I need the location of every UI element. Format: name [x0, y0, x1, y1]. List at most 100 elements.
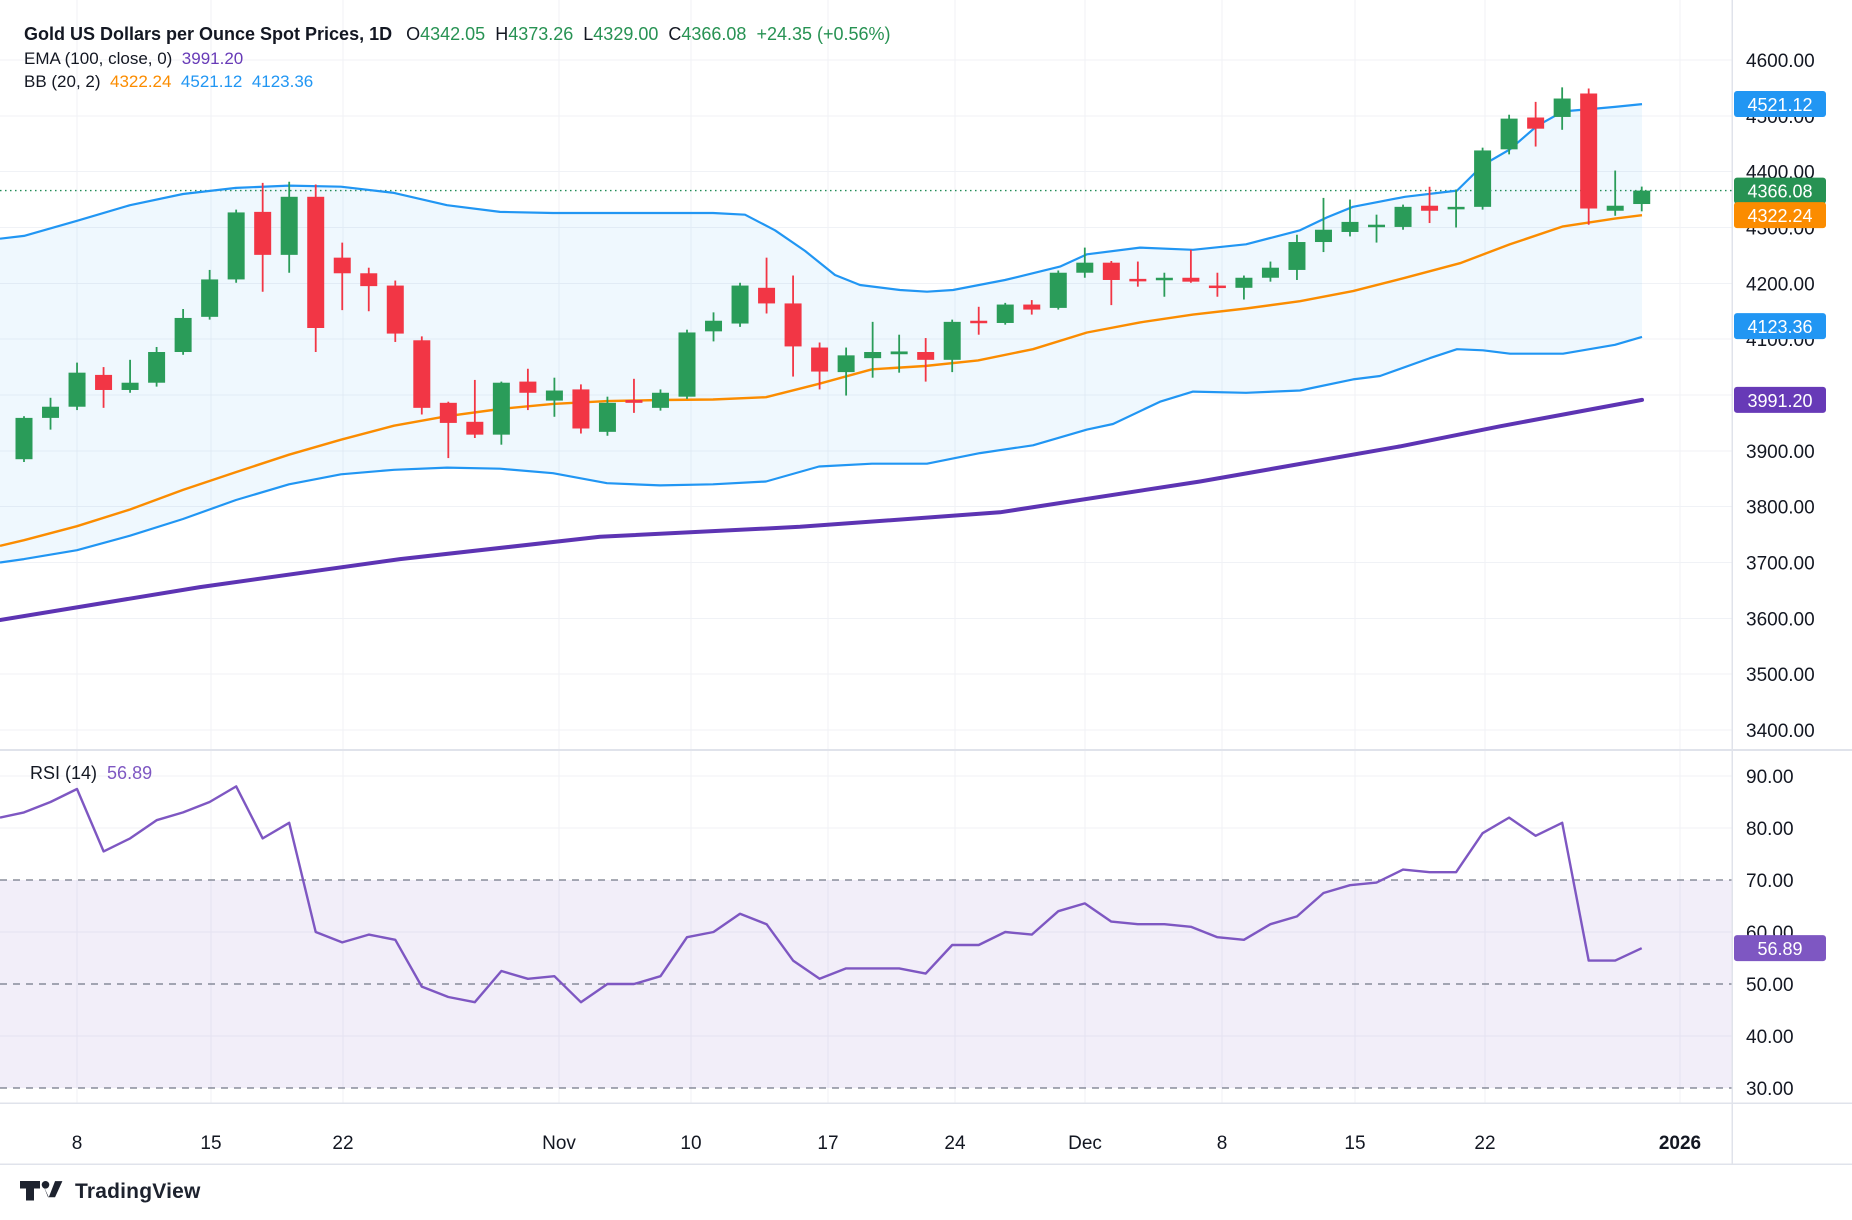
bb-label: BB (20, 2) — [24, 72, 101, 91]
candle-body — [121, 382, 139, 390]
candle-body — [466, 421, 484, 435]
candle — [1606, 170, 1624, 216]
candle — [705, 312, 723, 342]
candle — [598, 396, 616, 436]
candle-body — [758, 287, 776, 304]
rsi-tick-label: 30.00 — [1746, 1079, 1794, 1100]
candle-body — [386, 285, 404, 334]
candle-body — [1368, 224, 1386, 228]
badge-bg — [1734, 935, 1826, 962]
badge-text: 4123.36 — [1747, 317, 1812, 337]
axis-price-badge: 56.89 — [1734, 935, 1826, 962]
candle-body — [1341, 221, 1359, 232]
candle — [837, 347, 855, 396]
candle — [1261, 261, 1279, 282]
candle — [1368, 214, 1386, 243]
symbol-legend-row[interactable]: Gold US Dollars per Ounce Spot Prices, 1… — [24, 24, 891, 45]
candle — [1527, 101, 1545, 147]
candle-body — [731, 285, 749, 324]
candle — [466, 379, 484, 438]
price-tick-label: 3400.00 — [1746, 721, 1815, 742]
candle — [148, 346, 166, 387]
axis-price-badge: 4366.08 — [1734, 177, 1826, 204]
badge-text: 4322.24 — [1747, 206, 1812, 226]
candle — [1102, 261, 1120, 306]
time-label: 17 — [817, 1133, 838, 1154]
candle — [1129, 261, 1147, 287]
price-tick-label: 3500.00 — [1746, 665, 1815, 686]
candle — [201, 269, 219, 320]
candle — [1394, 204, 1412, 230]
candle — [492, 381, 510, 445]
price-change: +24.35 (+0.56%) — [756, 24, 891, 44]
candle-body — [1314, 229, 1332, 243]
candle — [811, 342, 829, 390]
rsi-tick-label: 70.00 — [1746, 871, 1794, 892]
candle — [572, 384, 590, 434]
candle-body — [1155, 277, 1173, 281]
candle — [758, 257, 776, 314]
candle-body — [42, 406, 60, 418]
candle-body — [333, 257, 351, 274]
candle-body — [1421, 205, 1439, 211]
candle-body — [1474, 150, 1492, 207]
price-pane[interactable] — [0, 87, 1732, 622]
time-label: 15 — [1344, 1133, 1365, 1154]
candle — [943, 319, 961, 373]
candle — [333, 242, 351, 311]
bb-lower-value: 4123.36 — [251, 72, 314, 91]
candle-body — [1288, 242, 1306, 270]
candle — [280, 181, 298, 273]
candle-body — [1261, 267, 1279, 278]
time-label: 22 — [332, 1133, 353, 1154]
bollinger-fill — [0, 104, 1642, 563]
badge-bg — [1734, 386, 1826, 413]
price-tick-label: 3800.00 — [1746, 498, 1815, 519]
ohlc-low: L4329.00 — [583, 24, 659, 44]
price-tick-label: 4200.00 — [1746, 274, 1815, 295]
time-label: 22 — [1474, 1133, 1495, 1154]
candle-body — [148, 352, 166, 383]
candle-body — [598, 402, 616, 432]
candle — [42, 397, 60, 430]
badge-bg — [1734, 91, 1826, 118]
candle-body — [1527, 117, 1545, 129]
time-label: 8 — [72, 1133, 83, 1154]
price-tick-label: 3700.00 — [1746, 554, 1815, 575]
bb-legend-row[interactable]: BB (20, 2) 4322.24 4521.12 4123.36 — [24, 72, 313, 92]
candle-body — [307, 196, 325, 328]
rsi-pane[interactable] — [0, 785, 1732, 1089]
candle — [784, 275, 802, 377]
candle-body — [227, 212, 245, 280]
candle-body — [254, 211, 272, 255]
candle-body — [625, 400, 643, 403]
axis-price-badge: 3991.20 — [1734, 386, 1826, 413]
time-label: 15 — [200, 1133, 221, 1154]
badge-text: 56.89 — [1757, 939, 1802, 959]
badge-bg — [1734, 202, 1826, 229]
tradingview-logo[interactable]: TradingView — [20, 1180, 201, 1204]
bb-upper-value: 4521.12 — [180, 72, 243, 91]
candle-body — [1023, 304, 1041, 310]
candle-body — [943, 321, 961, 360]
candle — [731, 282, 749, 327]
candle-body — [95, 374, 113, 390]
rsi-label: RSI (14) — [30, 763, 98, 783]
candle-body — [360, 273, 378, 287]
candle — [1208, 272, 1226, 297]
candle — [1580, 88, 1598, 225]
ohlc-open: O4342.05 — [406, 24, 486, 44]
ema-legend-row[interactable]: EMA (100, close, 0) 3991.20 — [24, 49, 243, 69]
rsi-tick-label: 80.00 — [1746, 819, 1794, 840]
rsi-legend-row[interactable]: RSI (14) 56.89 — [30, 763, 152, 784]
candle — [1447, 189, 1465, 228]
time-axis[interactable]: 8 15 22 Nov 10 17 24 Dec 8 15 22 2026 — [72, 1133, 1701, 1154]
candle-body — [1182, 277, 1200, 282]
candle — [678, 329, 696, 399]
candle-body — [1500, 118, 1518, 150]
price-axis[interactable]: 4600.004500.004400.004300.004200.004100.… — [1734, 51, 1826, 1100]
candle — [1500, 114, 1518, 155]
candle-body — [970, 320, 988, 324]
